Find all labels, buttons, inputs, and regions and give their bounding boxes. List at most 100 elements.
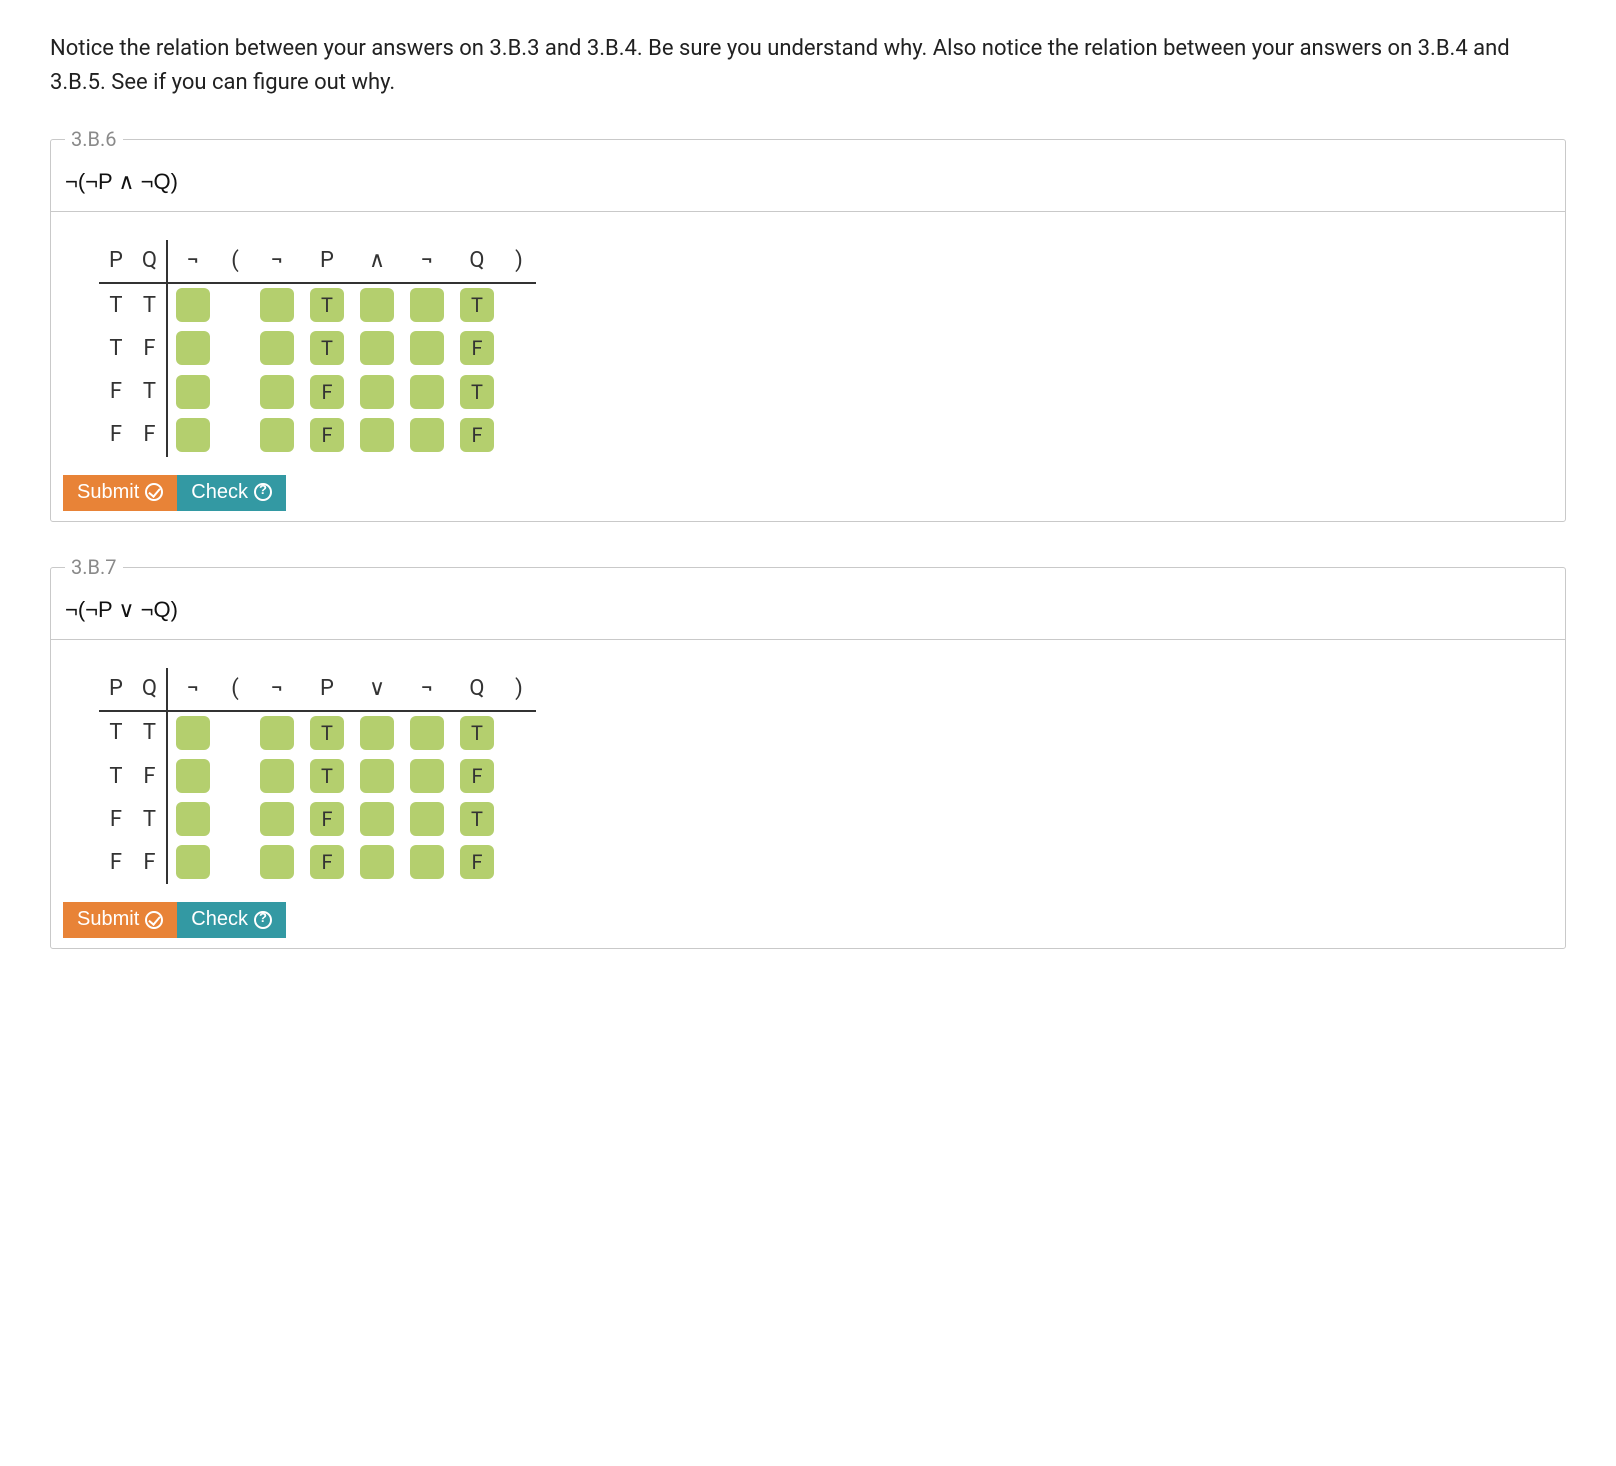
button-row: Submit Check: [51, 475, 1565, 521]
header-var: Q: [133, 668, 167, 711]
truth-value-cell[interactable]: ·: [260, 418, 294, 452]
check-label: Check: [191, 481, 248, 504]
submit-button[interactable]: Submit: [63, 475, 177, 511]
result-cell: ·: [167, 283, 218, 327]
result-cell: ·: [352, 371, 402, 414]
truth-value-cell[interactable]: ·: [410, 759, 444, 793]
result-cell: ·: [252, 755, 302, 798]
truth-table: PQ¬(¬P∧¬Q)TT··T··TTF··T··FFT··F··TFF··F·…: [99, 240, 536, 456]
truth-value-cell[interactable]: ·: [176, 802, 210, 836]
truth-value-cell[interactable]: F: [310, 845, 344, 879]
header-symbol: Q: [452, 668, 502, 711]
truth-value-cell[interactable]: ·: [360, 375, 394, 409]
truth-value-cell[interactable]: T: [460, 288, 494, 322]
truth-value-cell[interactable]: F: [310, 375, 344, 409]
table-row: FT··F··T: [99, 371, 536, 414]
result-cell: [218, 327, 252, 370]
check-circle-icon: [145, 483, 163, 501]
truth-value-cell[interactable]: T: [310, 331, 344, 365]
result-cell: ·: [167, 371, 218, 414]
given-value: F: [99, 414, 133, 457]
truth-table-wrap: PQ¬(¬P∨¬Q)TT··T··TTF··T··FFT··F··TFF··F·…: [51, 640, 1565, 902]
truth-value-cell[interactable]: F: [460, 759, 494, 793]
truth-value-cell[interactable]: F: [460, 845, 494, 879]
truth-value-cell[interactable]: T: [310, 759, 344, 793]
given-value: F: [133, 755, 167, 798]
result-cell: T: [452, 711, 502, 755]
intro-text: Notice the relation between your answers…: [50, 32, 1566, 100]
truth-value-cell[interactable]: ·: [260, 288, 294, 322]
truth-value-cell[interactable]: ·: [360, 288, 394, 322]
truth-value-cell[interactable]: ·: [360, 418, 394, 452]
truth-value-cell[interactable]: ·: [176, 845, 210, 879]
given-value: F: [133, 327, 167, 370]
truth-value-cell[interactable]: F: [460, 331, 494, 365]
truth-value-cell[interactable]: F: [310, 418, 344, 452]
check-circle-icon: [145, 911, 163, 929]
result-cell: [218, 711, 252, 755]
submit-button[interactable]: Submit: [63, 902, 177, 938]
result-cell: ·: [167, 414, 218, 457]
truth-value-cell[interactable]: ·: [360, 802, 394, 836]
submit-label: Submit: [77, 908, 139, 931]
truth-value-cell[interactable]: ·: [410, 845, 444, 879]
truth-value-cell[interactable]: ·: [176, 716, 210, 750]
truth-value-cell[interactable]: ·: [360, 331, 394, 365]
table-row: TF··T··F: [99, 327, 536, 370]
check-button[interactable]: Check: [177, 902, 286, 938]
result-cell: T: [302, 755, 352, 798]
submit-label: Submit: [77, 481, 139, 504]
result-cell: ·: [352, 327, 402, 370]
truth-value-cell[interactable]: ·: [176, 418, 210, 452]
truth-value-cell[interactable]: ·: [260, 716, 294, 750]
result-cell: ·: [402, 755, 452, 798]
truth-value-cell[interactable]: ·: [410, 331, 444, 365]
truth-value-cell[interactable]: ·: [176, 759, 210, 793]
truth-value-cell[interactable]: ·: [260, 845, 294, 879]
truth-value-cell[interactable]: ·: [410, 418, 444, 452]
given-value: T: [133, 371, 167, 414]
result-cell: [502, 711, 536, 755]
truth-value-cell[interactable]: T: [460, 716, 494, 750]
truth-value-cell[interactable]: F: [310, 802, 344, 836]
truth-table-wrap: PQ¬(¬P∧¬Q)TT··T··TTF··T··FFT··F··TFF··F·…: [51, 212, 1565, 474]
table-row: TT··T··T: [99, 283, 536, 327]
result-cell: T: [302, 711, 352, 755]
truth-value-cell[interactable]: ·: [260, 759, 294, 793]
truth-value-cell[interactable]: ·: [360, 845, 394, 879]
truth-value-cell[interactable]: ·: [176, 288, 210, 322]
truth-value-cell[interactable]: ·: [260, 802, 294, 836]
truth-value-cell[interactable]: ·: [260, 331, 294, 365]
truth-value-cell[interactable]: T: [460, 802, 494, 836]
result-cell: ·: [252, 371, 302, 414]
truth-value-cell[interactable]: ·: [360, 759, 394, 793]
given-value: T: [99, 327, 133, 370]
truth-value-cell[interactable]: T: [460, 375, 494, 409]
truth-value-cell[interactable]: F: [460, 418, 494, 452]
result-cell: ·: [352, 755, 402, 798]
result-cell: [218, 283, 252, 327]
truth-value-cell[interactable]: ·: [260, 375, 294, 409]
result-cell: ·: [352, 283, 402, 327]
result-cell: ·: [352, 414, 402, 457]
result-cell: F: [452, 841, 502, 884]
result-cell: T: [452, 283, 502, 327]
truth-value-cell[interactable]: ·: [410, 802, 444, 836]
truth-value-cell[interactable]: ·: [176, 375, 210, 409]
given-value: T: [133, 711, 167, 755]
truth-value-cell[interactable]: ·: [360, 716, 394, 750]
check-button[interactable]: Check: [177, 475, 286, 511]
truth-value-cell[interactable]: T: [310, 288, 344, 322]
truth-value-cell[interactable]: ·: [176, 331, 210, 365]
truth-value-cell[interactable]: T: [310, 716, 344, 750]
result-cell: [502, 371, 536, 414]
result-cell: ·: [167, 798, 218, 841]
truth-value-cell[interactable]: ·: [410, 716, 444, 750]
result-cell: [502, 283, 536, 327]
truth-value-cell[interactable]: ·: [410, 375, 444, 409]
result-cell: [502, 414, 536, 457]
header-symbol: ¬: [167, 240, 218, 283]
table-row: FT··F··T: [99, 798, 536, 841]
truth-value-cell[interactable]: ·: [410, 288, 444, 322]
result-cell: F: [452, 414, 502, 457]
